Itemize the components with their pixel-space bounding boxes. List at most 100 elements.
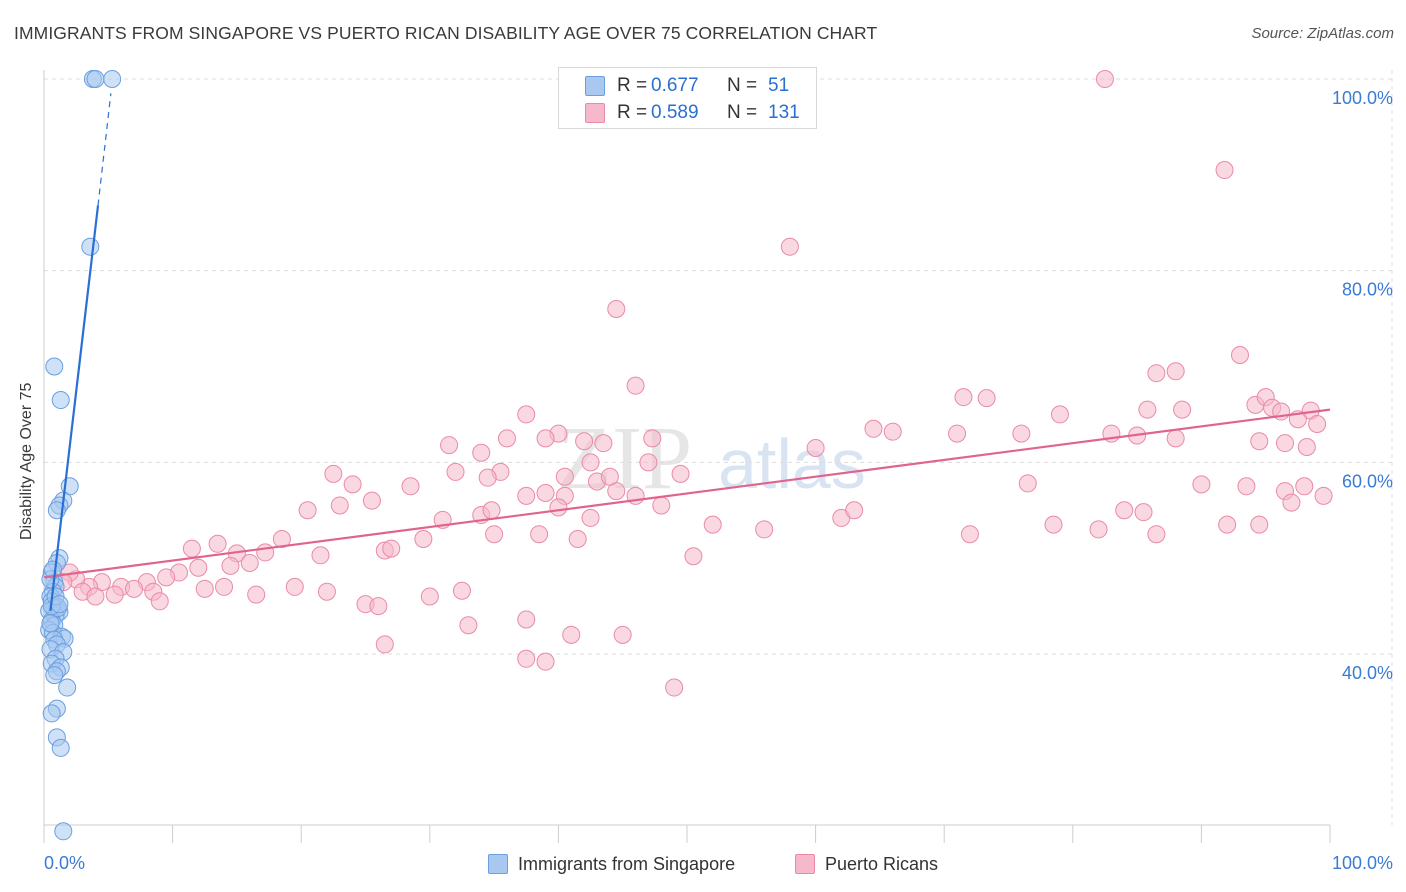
data-point-puerto-ricans [195,579,214,598]
legend-r-value: 0.589 [651,102,699,123]
legend-n-value: 51 [768,75,790,96]
data-point-puerto-ricans [639,453,658,472]
data-point-puerto-ricans [665,678,684,697]
data-point-singapore [50,595,69,614]
data-point-puerto-ricans [414,530,433,548]
data-point-singapore [51,391,70,410]
data-point-puerto-ricans [1134,503,1153,522]
data-point-puerto-ricans [517,405,536,424]
data-point-puerto-ricans [86,587,105,606]
axes [43,70,1331,843]
y-tick-label: 40.0% [1342,663,1393,683]
data-point-puerto-ricans [1147,525,1166,544]
watermark-atlas: atlas [718,425,866,503]
watermark: ZIP atlas [557,409,866,508]
y-axis-label-wrap: Disability Age Over 75 [8,383,48,540]
data-point-puerto-ricans [247,585,266,604]
trend-line-puerto-ricans [43,408,1331,579]
series-immigrants-from-singapore [40,70,122,841]
tick-labels: 100.0% 80.0% 60.0% 40.0% 0.0% 100.0% [44,88,1393,873]
trend-lines [43,93,1331,612]
data-point-puerto-ricans [420,587,439,606]
bottom-legend-label-singapore: Immigrants from Singapore [518,853,736,874]
data-point-puerto-ricans [215,577,234,596]
data-point-puerto-ricans [643,429,662,448]
legend-swatch-pink [585,103,605,123]
legend-n-label: N = [727,75,758,96]
data-point-puerto-ricans [105,585,124,604]
data-point-singapore [54,822,73,841]
data-point-puerto-ricans [977,389,996,408]
data-point-puerto-ricans [536,652,555,671]
trend-line-singapore [49,205,100,612]
bottom-legend-singapore: Immigrants from Singapore [488,852,735,876]
data-point-puerto-ricans [317,582,336,601]
data-point-puerto-ricans [1138,400,1157,419]
data-point-puerto-ricans [324,464,343,483]
data-point-puerto-ricans [562,625,581,644]
data-point-puerto-ricans [362,491,381,510]
data-point-puerto-ricans [330,496,349,515]
data-point-puerto-ricans [568,530,587,548]
trend-line-singapore-extension [97,93,112,206]
data-point-puerto-ricans [845,501,864,520]
legend-r-value: 0.677 [651,75,699,96]
data-point-puerto-ricans [369,597,388,616]
legend-r-label: R = [617,75,648,96]
y-tick-label: 60.0% [1342,471,1393,491]
data-point-singapore [44,560,63,579]
bottom-legend-swatch-pink [795,854,815,874]
y-tick-label: 80.0% [1342,280,1393,300]
data-point-puerto-ricans [382,539,401,558]
data-point-puerto-ricans [1275,434,1294,453]
data-point-puerto-ricans [150,592,169,611]
data-point-puerto-ricans [478,468,497,487]
data-point-puerto-ricans [1314,486,1333,505]
data-point-puerto-ricans [883,422,902,441]
data-point-puerto-ricans [517,486,536,505]
data-point-puerto-ricans [482,501,501,520]
data-point-puerto-ricans [272,530,291,548]
data-point-puerto-ricans [1089,520,1108,539]
data-point-puerto-ricans [497,429,516,448]
data-point-puerto-ricans [703,515,722,534]
data-point-singapore [58,678,77,697]
data-point-puerto-ricans [780,237,799,256]
data-point-puerto-ricans [256,543,275,562]
data-point-puerto-ricans [806,438,825,457]
legend-swatch-blue [585,76,605,96]
data-point-puerto-ricans [1295,477,1314,496]
data-point-puerto-ricans [285,577,304,596]
bottom-legend-swatch-blue [488,854,508,874]
data-point-puerto-ricans [452,581,471,600]
data-point-puerto-ricans [182,539,201,558]
data-point-puerto-ricans [652,496,671,515]
data-point-singapore [86,70,105,88]
y-axis-label: Disability Age Over 75 [18,382,35,540]
data-point-puerto-ricans [1218,515,1237,534]
data-point-singapore [103,70,122,88]
data-point-puerto-ricans [607,300,626,318]
data-point-puerto-ricans [189,558,208,577]
data-point-puerto-ricans [626,376,645,395]
data-point-puerto-ricans [555,467,574,486]
data-point-puerto-ricans [472,443,491,462]
data-point-singapore [45,666,64,685]
legend-n-value: 131 [768,102,800,123]
data-point-puerto-ricans [960,525,979,544]
data-point-puerto-ricans [298,501,317,520]
chart-title: IMMIGRANTS FROM SINGAPORE VS PUERTO RICA… [14,23,878,43]
data-point-puerto-ricans [343,475,362,494]
data-point-puerto-ricans [1050,405,1069,424]
data-point-puerto-ricans [1297,438,1316,456]
correlation-legend: R = 0.677 N = 51 R = 0.589 N = 131 [558,67,817,129]
data-point-puerto-ricans [948,424,967,443]
bottom-legend-label-puerto-ricans: Puerto Ricans [825,853,939,874]
data-point-puerto-ricans [1166,429,1185,448]
data-point-puerto-ricans [536,484,555,502]
legend-r-label: R = [617,102,648,123]
data-point-puerto-ricans [1282,493,1301,512]
data-point-puerto-ricans [221,556,240,575]
data-point-singapore [41,614,60,633]
